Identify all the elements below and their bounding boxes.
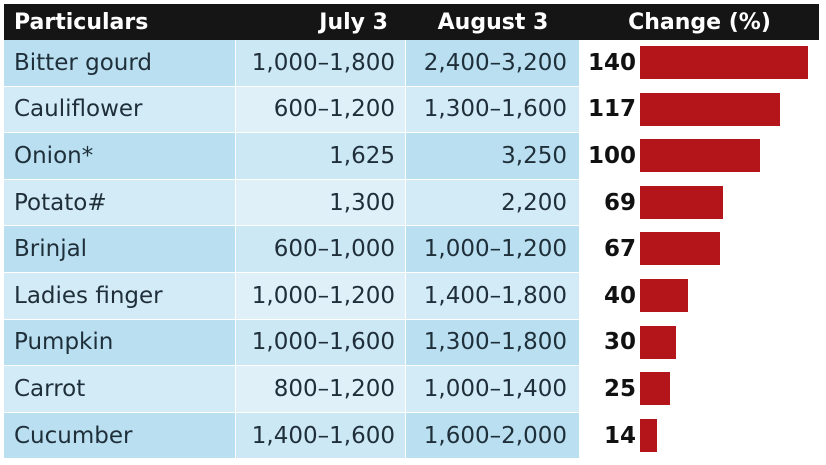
table-header: Particulars July 3 August 3 Change (%) [4,4,819,40]
table-row: Cauliflower 600–1,200 1,300–1,600 117 [4,86,819,134]
row-name: Cauliflower [4,86,236,134]
change-value-label: 67 [603,236,636,263]
change-bar [640,278,688,312]
row-change: 140 [580,40,819,87]
change-bar [640,372,670,406]
row-august-price: 2,400–3,200 [406,40,580,87]
change-bar [640,185,723,219]
row-change: 30 [580,319,819,367]
row-july-price: 1,000–1,600 [236,319,406,367]
row-august-price: 1,300–1,800 [406,319,580,367]
row-name: Pumpkin [4,319,236,367]
row-name: Carrot [4,366,236,413]
change-bar [640,92,781,126]
row-august-price: 1,300–1,600 [406,86,580,134]
header-change: Change (%) [628,9,771,35]
row-name: Cucumber [4,412,236,460]
row-july-price: 600–1,200 [236,86,406,134]
change-bar [640,232,721,266]
row-july-price: 1,625 [236,133,406,180]
row-july-price: 800–1,200 [236,366,406,413]
row-august-price: 1,600–2,000 [406,412,580,460]
change-value-label: 14 [603,422,636,449]
row-name: Ladies finger [4,272,236,320]
row-july-price: 600–1,000 [236,226,406,273]
row-change: 117 [580,86,819,134]
change-value-label: 69 [603,189,636,216]
change-value-label: 140 [587,49,636,76]
change-bar [640,325,676,359]
row-change: 67 [580,226,819,273]
change-value-label: 30 [603,329,636,356]
change-value-label: 40 [603,282,636,309]
table-row: Pumpkin 1,000–1,600 1,300–1,800 30 [4,319,819,367]
row-august-price: 1,000–1,400 [406,366,580,413]
table-row: Potato# 1,300 2,200 69 [4,179,819,227]
row-name: Brinjal [4,226,236,273]
header-particulars: Particulars [14,9,149,35]
row-name: Onion* [4,133,236,180]
row-august-price: 1,000–1,200 [406,226,580,273]
change-bar [640,418,657,452]
row-change: 40 [580,272,819,320]
row-change: 69 [580,179,819,227]
change-value-label: 117 [587,96,636,123]
row-august-price: 2,200 [406,179,580,227]
table-row: Bitter gourd 1,000–1,800 2,400–3,200 140 [4,40,819,87]
row-august-price: 3,250 [406,133,580,180]
row-change: 100 [580,133,819,180]
row-name: Potato# [4,179,236,227]
table-body: Bitter gourd 1,000–1,800 2,400–3,200 140 Cau… [4,40,819,460]
price-change-table: Particulars July 3 August 3 Change (%) B… [4,4,819,460]
table-row: Brinjal 600–1,000 1,000–1,200 67 [4,226,819,273]
change-value-label: 100 [587,142,636,169]
change-bar [640,139,760,173]
table-row: Carrot 800–1,200 1,000–1,400 25 [4,366,819,413]
table-row: Onion* 1,625 3,250 100 [4,133,819,180]
row-august-price: 1,400–1,800 [406,272,580,320]
header-august: August 3 [437,9,549,35]
table-row: Cucumber 1,400–1,600 1,600–2,000 14 [4,412,819,460]
header-july: July 3 [319,9,388,35]
change-value-label: 25 [603,375,636,402]
row-july-price: 1,000–1,200 [236,272,406,320]
row-change: 25 [580,366,819,413]
change-bar [640,46,808,79]
row-july-price: 1,400–1,600 [236,412,406,460]
row-change: 14 [580,412,819,460]
row-july-price: 1,300 [236,179,406,227]
row-name: Bitter gourd [4,40,236,87]
table-row: Ladies finger 1,000–1,200 1,400–1,800 40 [4,272,819,320]
row-july-price: 1,000–1,800 [236,40,406,87]
